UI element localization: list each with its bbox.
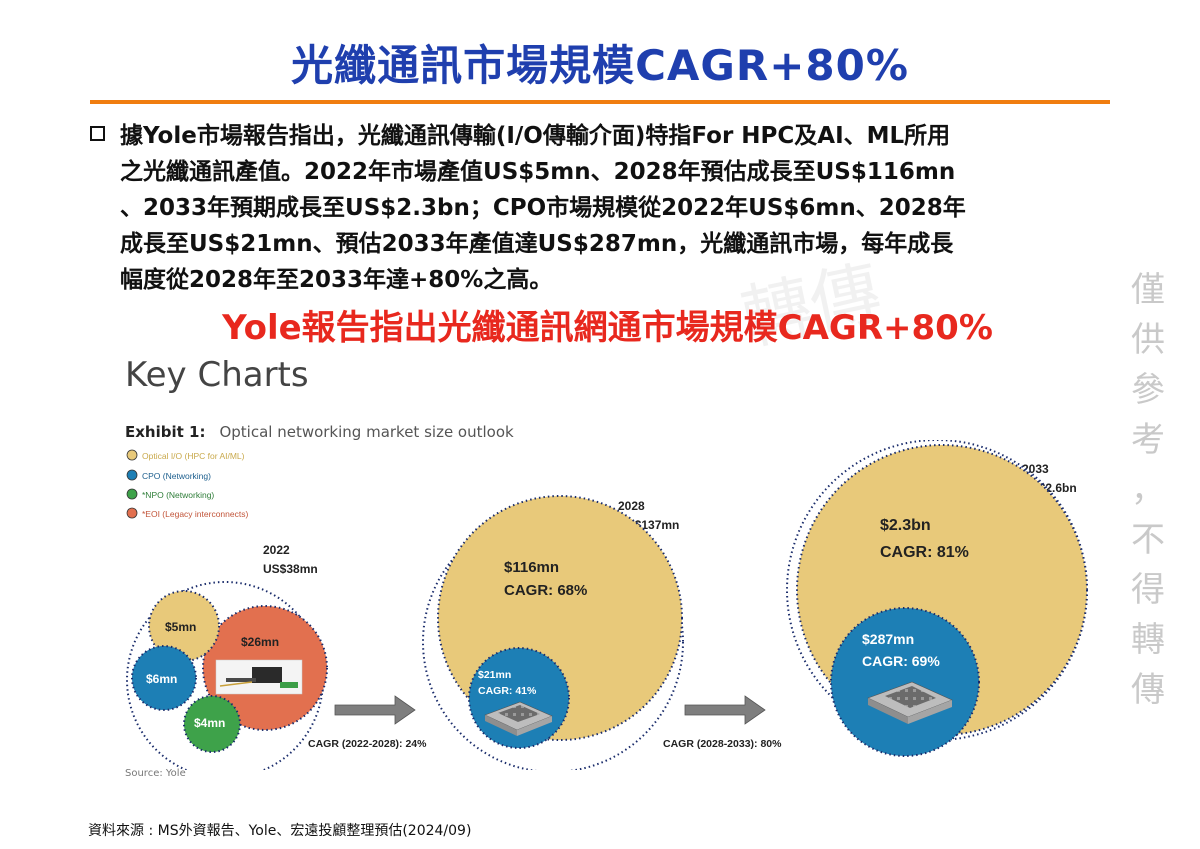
cagr-label-optical-io-2028: CAGR: 68% — [504, 582, 587, 599]
watermark-char: 參 — [1131, 370, 1165, 410]
year-label-2028: 2028 — [618, 499, 645, 513]
bullet-square-icon — [90, 126, 105, 141]
watermark-char: ， — [1131, 470, 1165, 510]
transition-arrow-2: CAGR (2028-2033): 80% — [663, 695, 782, 750]
value-label-cpo-2022: $6mn — [146, 672, 177, 686]
exhibit-number: Exhibit 1: — [125, 423, 206, 441]
bubble-npo-2022 — [183, 695, 241, 753]
legend-label-cpo: CPO (Networking) — [142, 471, 211, 481]
year-label-2022: 2022 — [263, 543, 290, 557]
watermark-char: 考 — [1131, 420, 1165, 460]
exhibit-title: Optical networking market size outlook — [219, 423, 514, 441]
transition-label-1: CAGR (2022-2028): 24% — [308, 738, 427, 750]
cagr-label-cpo-2028: CAGR: 41% — [478, 685, 537, 697]
value-label-cpo-2028: $21mn — [478, 669, 511, 681]
optical-module-image — [215, 659, 303, 695]
group-2033: 2033 US$2.6bn $2.3bn CAGR: 81% $287mn CA… — [786, 440, 1088, 757]
value-label-eoi-2022: $26mn — [241, 635, 279, 649]
cagr-label-cpo-2033: CAGR: 69% — [862, 653, 940, 669]
data-source-footnote: 資料來源 : MS外資報告、Yole、宏遠投顧整理預估(2024/09) — [88, 823, 472, 839]
watermark-char: 傳 — [1131, 670, 1165, 710]
page-title: 光纖通訊市場規模CAGR+80% — [291, 41, 909, 90]
legend-swatch-npo — [126, 488, 138, 500]
bullet-line: 成長至US$21mn、預估2033年產值達US$287mn，光纖通訊市場，每年成… — [120, 231, 954, 257]
cagr-label-optical-io-2033: CAGR: 81% — [880, 544, 969, 561]
value-label-optical-io-2022: $5mn — [165, 620, 196, 634]
legend-swatch-optical-io — [126, 449, 138, 461]
bubble-cpo-2033 — [830, 607, 980, 757]
bullet-paragraph: 據Yole市場報告指出，光纖通訊傳輸(I/O傳輸介面)特指For HPC及AI、… — [120, 118, 1110, 298]
group-2022: 2022 US$38mn $5mn $26mn $6mn $4mn — [126, 543, 328, 770]
bullet-line: 之光纖通訊產值。2022年市場產值US$5mn、2028年預估成長至US$116… — [120, 159, 956, 185]
chip-icon — [867, 681, 953, 724]
legend-swatch-eoi — [126, 507, 138, 519]
value-label-cpo-2033: $287mn — [862, 631, 914, 647]
value-label-optical-io-2033: $2.3bn — [880, 517, 931, 534]
bullet-line: 幅度從2028年至2033年達+80%之高。 — [120, 267, 553, 293]
watermark-char: 轉 — [1131, 620, 1165, 660]
value-label-npo-2022: $4mn — [194, 716, 225, 730]
value-label-optical-io-2028: $116mn — [504, 559, 559, 576]
bubble-chart: Optical I/O (HPC for AI/ML) CPO (Network… — [126, 440, 1088, 770]
watermark-char: 僅 — [1131, 270, 1165, 310]
total-label-2022: US$38mn — [263, 562, 318, 576]
bubble-cpo-2022 — [131, 645, 197, 711]
transition-label-2: CAGR (2028-2033): 80% — [663, 738, 782, 750]
watermark-char: 得 — [1131, 570, 1165, 610]
legend-label-npo: *NPO (Networking) — [142, 490, 214, 500]
legend-swatch-cpo — [126, 469, 138, 481]
watermark-char: 供 — [1131, 320, 1165, 360]
key-charts-heading: Key Charts — [125, 355, 309, 395]
chart-source: Source: Yole — [125, 768, 186, 779]
highlight-subheading: Yole報告指出光纖通訊網通市場規模CAGR+80% — [222, 308, 993, 348]
bullet-line: 據Yole市場報告指出，光纖通訊傳輸(I/O傳輸介面)特指For HPC及AI、… — [120, 123, 951, 149]
vertical-watermark: 僅 供 參 考 ， 不 得 轉 傳 — [1128, 265, 1168, 715]
chart-legend: Optical I/O (HPC for AI/ML) CPO (Network… — [126, 449, 248, 519]
chip-icon — [484, 701, 553, 736]
legend-label-optical-io: Optical I/O (HPC for AI/ML) — [142, 451, 245, 461]
watermark-char: 不 — [1131, 520, 1165, 560]
transition-arrow-1: CAGR (2022-2028): 24% — [308, 695, 427, 750]
exhibit-caption: Exhibit 1: Optical networking market size… — [125, 423, 514, 441]
title-divider — [90, 100, 1110, 104]
group-2028: 2028 US$137mn $116mn CAGR: 68% $21mn CAG… — [422, 495, 684, 770]
bullet-line: 、2033年預期成長至US$2.3bn；CPO市場規模從2022年US$6mn、… — [120, 195, 966, 221]
legend-label-eoi: *EOI (Legacy interconnects) — [142, 509, 248, 519]
